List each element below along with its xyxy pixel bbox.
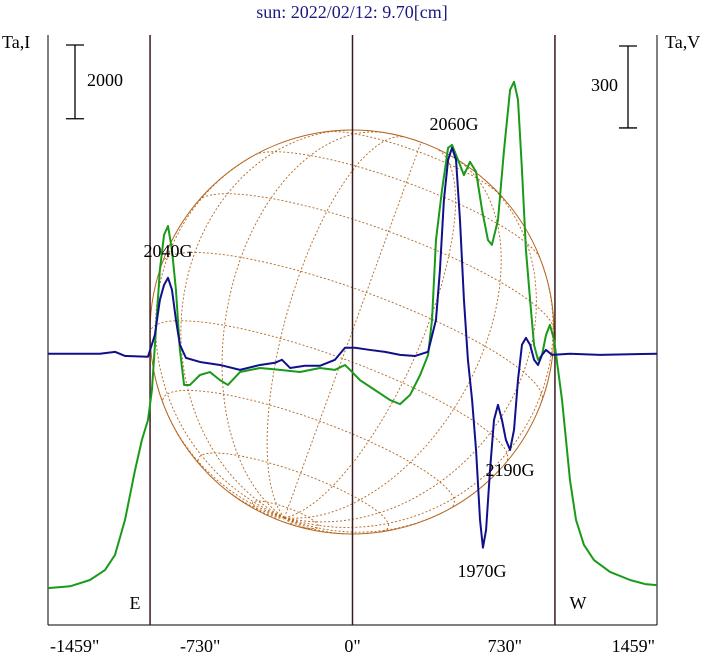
meridian [284, 159, 502, 519]
x-tick-label: 0" [344, 636, 360, 656]
x-tick-label: 730" [488, 636, 522, 656]
x-tick-label: -1459" [50, 636, 99, 656]
series-line [47, 80, 658, 590]
parallel [326, 130, 501, 196]
scale-bar-label: 300 [591, 75, 618, 95]
chart-title: sun: 2022/02/12: 9.70[cm] [256, 2, 448, 22]
scale-bar-label: 2000 [87, 70, 123, 90]
parallel [161, 251, 543, 402]
limb-label: E [130, 593, 141, 613]
parallel [197, 452, 390, 533]
parallel [162, 389, 455, 509]
meridian [165, 410, 285, 519]
meridian [284, 511, 444, 533]
parallel [255, 151, 541, 259]
limb-label: W [570, 593, 587, 613]
annotation: 2040G [144, 241, 193, 261]
annotation: 2060G [430, 114, 479, 134]
meridian [284, 148, 456, 519]
meridian [221, 131, 383, 519]
x-tick-label: -730" [180, 636, 220, 656]
series-line [48, 146, 658, 549]
meridian [227, 490, 285, 519]
meridian [252, 507, 285, 519]
meridian [284, 517, 316, 532]
parallel [251, 500, 319, 530]
meridian [282, 517, 285, 522]
y-axis-label: Ta,I [2, 32, 30, 52]
x-tick-label: 1459" [612, 636, 655, 656]
meridian [284, 517, 297, 527]
y2-axis-label: Ta,V [665, 32, 700, 52]
parallel [198, 193, 555, 330]
annotation: 1970G [458, 561, 507, 581]
meridian [284, 517, 346, 535]
annotation: 2190G [486, 460, 535, 480]
meridian [266, 136, 405, 518]
